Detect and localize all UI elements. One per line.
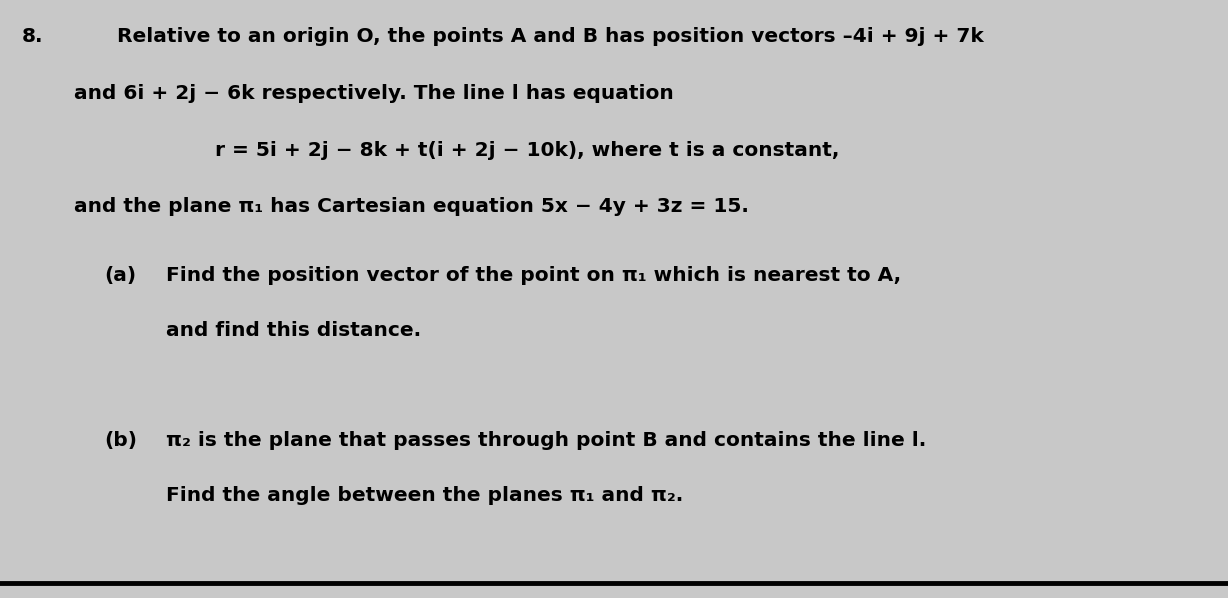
Text: (b): (b) — [104, 431, 138, 450]
Text: r = 5i + 2j − 8k + t(i + 2j − 10k), where t is a constant,: r = 5i + 2j − 8k + t(i + 2j − 10k), wher… — [215, 141, 839, 160]
Text: (a): (a) — [104, 266, 136, 285]
Text: and find this distance.: and find this distance. — [166, 321, 421, 340]
Text: and the plane π₁ has Cartesian equation 5x − 4y + 3z = 15.: and the plane π₁ has Cartesian equation … — [74, 197, 749, 216]
Text: 8.: 8. — [22, 27, 44, 46]
Text: Find the angle between the planes π₁ and π₂.: Find the angle between the planes π₁ and… — [166, 486, 683, 505]
Text: Relative to an origin O, the points A and B has position vectors –4i + 9j + 7k: Relative to an origin O, the points A an… — [117, 27, 984, 46]
Text: π₂ is the plane that passes through point B and contains the line l.: π₂ is the plane that passes through poin… — [166, 431, 926, 450]
Text: Find the position vector of the point on π₁ which is nearest to A,: Find the position vector of the point on… — [166, 266, 901, 285]
Text: and 6i + 2j − 6k respectively. The line l has equation: and 6i + 2j − 6k respectively. The line … — [74, 84, 673, 103]
